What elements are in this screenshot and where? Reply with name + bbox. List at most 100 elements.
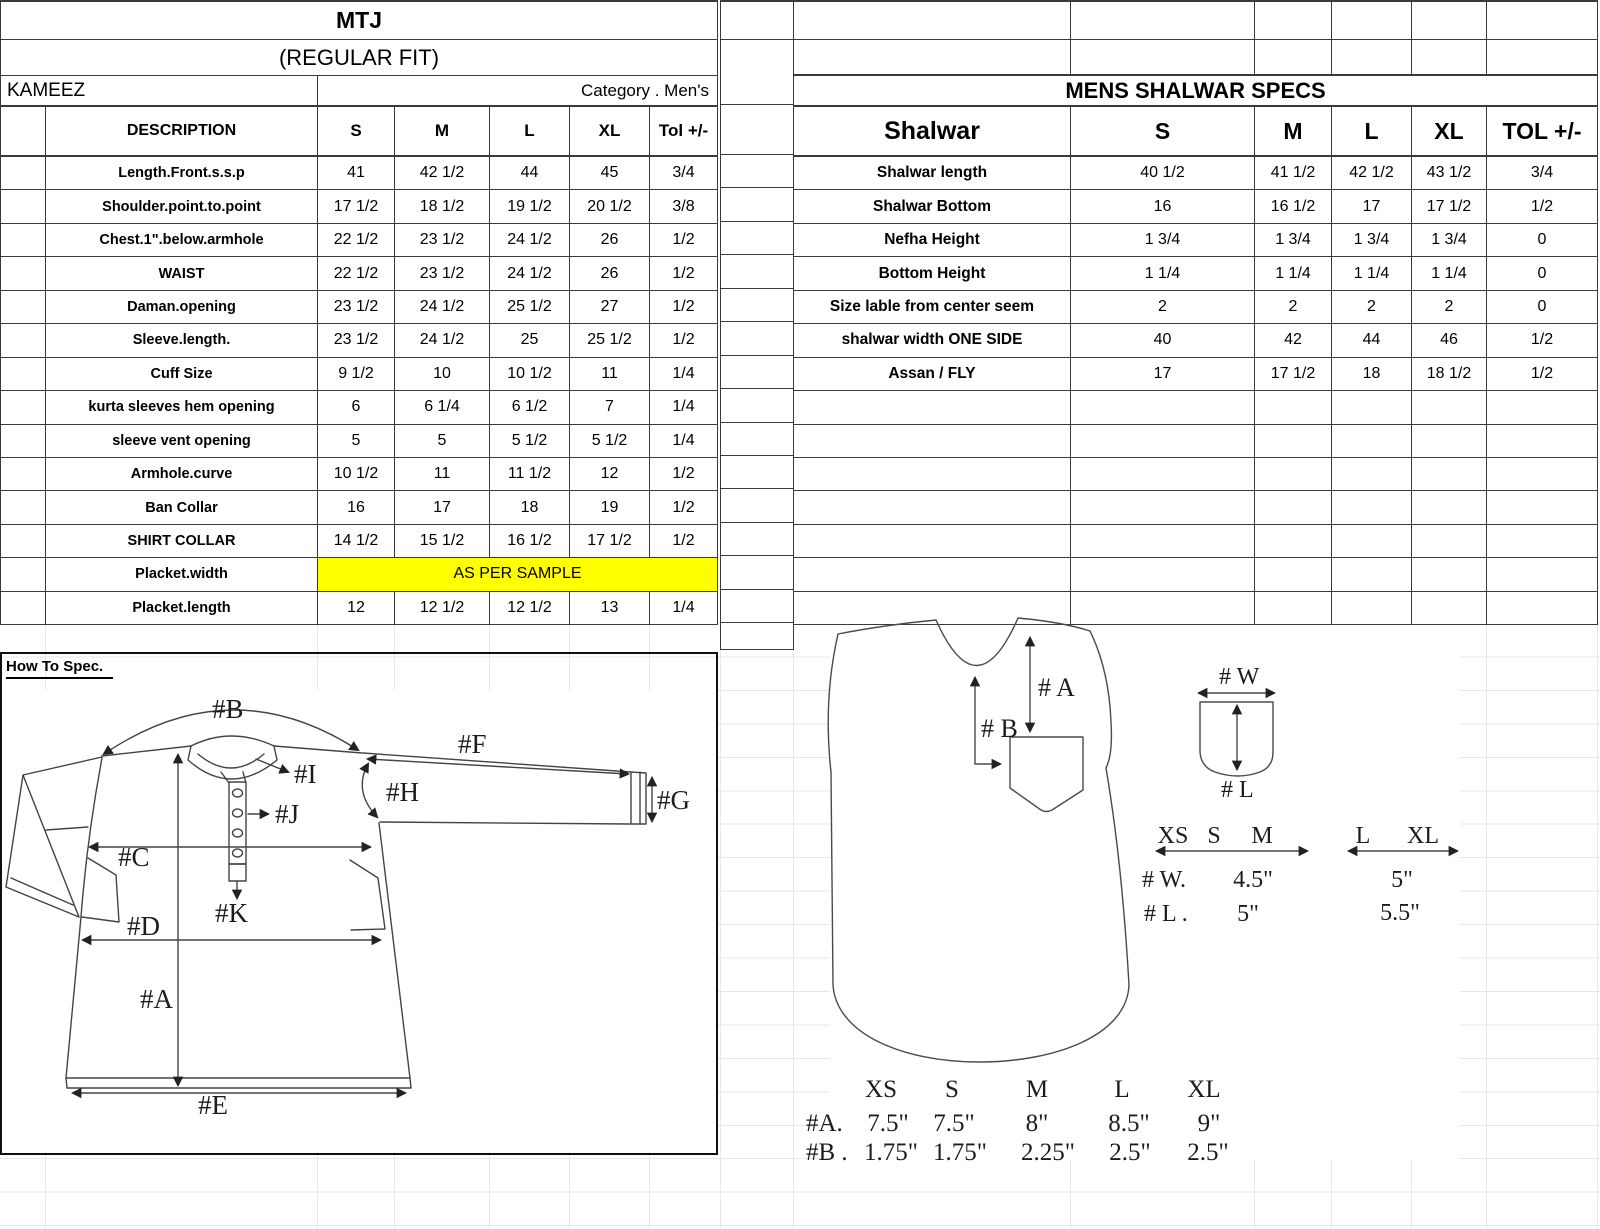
row-label[interactable]: Shalwar length [794,157,1071,191]
empty-cell[interactable] [1487,391,1598,425]
row-label[interactable]: sleeve vent opening [46,424,318,458]
empty-cell[interactable] [1332,491,1412,525]
empty-cell[interactable] [1,107,46,157]
empty-cell[interactable] [1255,591,1332,626]
row-label[interactable]: Shoulder.point.to.point [46,190,318,224]
empty-cell[interactable] [1,391,46,425]
shalwar-table-title[interactable]: MENS SHALWAR SPECS [794,76,1598,107]
spec-cell[interactable]: 2 [1332,290,1412,325]
spec-cell[interactable]: 23 1/2 [395,257,490,291]
spec-cell[interactable]: 3/4 [650,157,718,191]
sample-note-cell[interactable]: AS PER SAMPLE [318,558,718,592]
empty-cell[interactable] [1,357,46,392]
spec-cell[interactable]: 25 [490,324,570,358]
column-header[interactable]: XL [570,107,650,157]
empty-cell[interactable] [1071,40,1255,76]
spec-cell[interactable]: 17 1/2 [318,190,395,224]
empty-cell[interactable] [721,556,794,590]
spec-cell[interactable]: 20 1/2 [570,190,650,224]
empty-cell[interactable] [1487,524,1598,559]
row-label[interactable]: Assan / FLY [794,357,1071,392]
spec-cell[interactable]: 42 [1255,324,1332,358]
empty-cell[interactable] [721,389,794,423]
empty-cell[interactable] [1332,424,1412,458]
spec-cell[interactable]: 5 [318,424,395,458]
spec-cell[interactable]: 23 1/2 [395,223,490,258]
spec-cell[interactable]: 10 1/2 [490,357,570,392]
empty-cell[interactable] [1,491,46,525]
row-label[interactable]: Daman.opening [46,290,318,325]
spec-cell[interactable]: 1/4 [650,591,718,626]
spec-cell[interactable]: 17 1/2 [570,524,650,559]
column-header[interactable]: TOL +/- [1487,107,1598,157]
spec-cell[interactable]: 26 [570,223,650,258]
spec-cell[interactable]: 0 [1487,290,1598,325]
spec-cell[interactable]: 45 [570,157,650,191]
empty-cell[interactable] [1412,40,1487,76]
column-header[interactable]: L [1332,107,1412,157]
spec-cell[interactable]: 40 [1071,324,1255,358]
column-header[interactable]: L [490,107,570,157]
spec-cell[interactable]: 7 [570,391,650,425]
empty-cell[interactable] [1071,591,1255,626]
spec-cell[interactable]: 16 1/2 [490,524,570,559]
row-label[interactable]: Length.Front.s.s.p [46,157,318,191]
empty-cell[interactable] [794,491,1071,525]
empty-cell[interactable] [1412,391,1487,425]
spec-cell[interactable]: 24 1/2 [490,257,570,291]
spec-cell[interactable]: 2 [1071,290,1255,325]
empty-cell[interactable] [1487,591,1598,626]
empty-cell[interactable] [1,223,46,258]
fit-subtitle[interactable]: (REGULAR FIT) [1,40,718,76]
row-label[interactable]: Bottom Height [794,257,1071,291]
spec-cell[interactable]: 42 1/2 [1332,157,1412,191]
row-label[interactable]: WAIST [46,257,318,291]
empty-cell[interactable] [1332,524,1412,559]
spec-cell[interactable]: 1/2 [1487,324,1598,358]
spec-cell[interactable]: 1 1/4 [1412,257,1487,291]
spec-cell[interactable]: 17 [1332,190,1412,224]
column-header[interactable]: S [318,107,395,157]
empty-cell[interactable] [1,190,46,224]
spec-cell[interactable]: 19 [570,491,650,525]
column-header[interactable]: M [395,107,490,157]
empty-cell[interactable] [1,591,46,626]
empty-cell[interactable] [1071,391,1255,425]
spec-cell[interactable]: 1 1/4 [1071,257,1255,291]
spec-cell[interactable]: 1/2 [1487,190,1598,224]
row-label[interactable]: Armhole.curve [46,457,318,492]
spec-cell[interactable]: 1/2 [650,324,718,358]
empty-cell[interactable] [1487,491,1598,525]
spec-cell[interactable]: 5 1/2 [490,424,570,458]
empty-cell[interactable] [1332,591,1412,626]
empty-cell[interactable] [1255,391,1332,425]
spec-cell[interactable]: 16 [1071,190,1255,224]
spec-cell[interactable]: 3/4 [1487,157,1598,191]
column-header[interactable]: XL [1412,107,1487,157]
spec-cell[interactable]: 1 3/4 [1412,223,1487,258]
spec-cell[interactable]: 25 1/2 [570,324,650,358]
column-header[interactable]: S [1071,107,1255,157]
spec-cell[interactable]: 1 1/4 [1332,257,1412,291]
empty-cell[interactable] [1332,2,1412,40]
row-label[interactable]: Cuff Size [46,357,318,392]
spec-cell[interactable]: 17 1/2 [1412,190,1487,224]
column-header[interactable]: M [1255,107,1332,157]
empty-cell[interactable] [1412,491,1487,525]
spec-cell[interactable]: 18 [1332,357,1412,392]
spec-cell[interactable]: 43 1/2 [1412,157,1487,191]
empty-cell[interactable] [721,74,794,105]
empty-cell[interactable] [1,558,46,592]
spec-cell[interactable]: 14 1/2 [318,524,395,559]
spec-cell[interactable]: 24 1/2 [395,290,490,325]
spec-cell[interactable]: 12 [570,457,650,492]
spec-cell[interactable]: 44 [1332,324,1412,358]
spec-cell[interactable]: 18 [490,491,570,525]
empty-cell[interactable] [721,589,794,624]
spec-cell[interactable]: 9 1/2 [318,357,395,392]
spec-cell[interactable]: 17 1/2 [1255,357,1332,392]
empty-cell[interactable] [721,522,794,557]
empty-cell[interactable] [1,290,46,325]
empty-cell[interactable] [1255,457,1332,492]
spec-cell[interactable]: 1/2 [650,257,718,291]
